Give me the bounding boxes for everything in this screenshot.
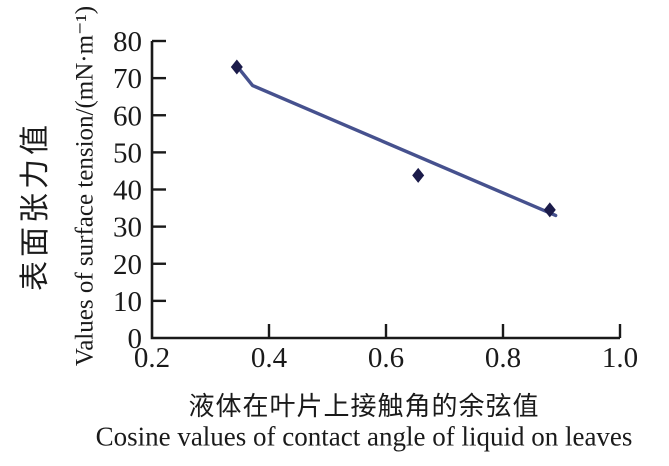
x-axis-label-zh: 液体在叶片上接触角的余弦值 (188, 392, 540, 421)
x-axis-label-en: Cosine values of contact angle of liquid… (95, 421, 633, 452)
trend-line (238, 67, 558, 218)
x-tick-label: 0.4 (251, 342, 288, 374)
y-tick-label: 30 (113, 212, 142, 244)
data-point-diamond (543, 202, 556, 218)
y-tick-label: 80 (113, 26, 142, 58)
y-tick-label: 0 (128, 323, 143, 355)
axes-spines (150, 41, 620, 340)
x-tick-label: 0.2 (134, 342, 170, 374)
y-tick-label: 70 (113, 63, 142, 95)
x-tick-label: 0.6 (368, 342, 404, 374)
x-tick-label: 1.0 (602, 342, 638, 374)
x-tick-label: 0.8 (485, 342, 521, 374)
y-tick-label: 10 (113, 286, 142, 318)
data-point-diamond (412, 167, 425, 183)
y-tick-label: 60 (113, 100, 142, 132)
data-point-diamond (230, 59, 243, 75)
y-axis-label-en: Values of surface tension/(mN·m⁻¹) (71, 5, 99, 367)
y-tick-label: 50 (113, 137, 142, 169)
y-axis-label-zh: 表面张力值 (19, 121, 52, 291)
y-tick-label: 40 (113, 175, 142, 207)
y-tick-label: 20 (113, 249, 142, 281)
